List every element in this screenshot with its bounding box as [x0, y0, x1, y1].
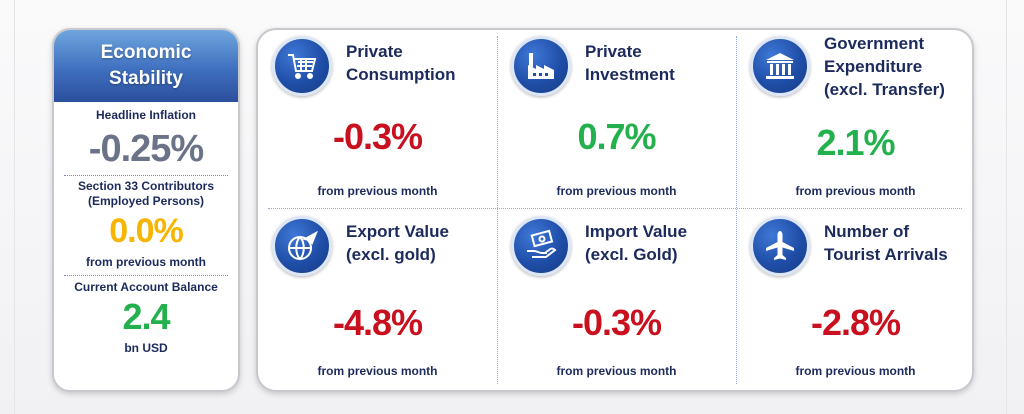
indicator-value: 2.1% — [816, 122, 895, 163]
current-account-unit: bn USD — [124, 341, 168, 355]
indicator-note: from previous month — [317, 364, 438, 378]
indicator-government-expenditure: Government Expenditure (excl. Transfer) … — [736, 30, 975, 210]
current-account-value: 2.4 — [122, 296, 170, 337]
indicator-tourist-arrivals: Number of Tourist Arrivals -2.8% from pr… — [736, 210, 975, 390]
column-divider — [736, 36, 737, 384]
title-line: Government — [824, 34, 925, 53]
indicator-title: Export Value (excl. gold) — [346, 220, 496, 266]
globe-plane-icon — [272, 216, 332, 276]
indicator-note: from previous month — [317, 184, 438, 198]
section33-value: 0.0% — [109, 212, 184, 250]
separator — [64, 275, 228, 276]
indicator-title: Import Value (excl. Gold) — [585, 220, 735, 266]
title-line: Tourist Arrivals — [824, 245, 948, 264]
airplane-icon — [750, 216, 810, 276]
indicator-note: from previous month — [556, 184, 677, 198]
shopping-cart-icon — [272, 36, 332, 96]
money-hand-icon — [511, 216, 571, 276]
indicator-note: from previous month — [556, 364, 677, 378]
indicator-value: -0.3% — [332, 116, 423, 157]
economic-stability-panel: Economic Stability Headline Inflation -0… — [52, 28, 240, 392]
left-edge-line — [14, 0, 15, 414]
title-line: Consumption — [346, 65, 456, 84]
title-line: Expenditure — [824, 57, 923, 76]
row-divider — [268, 208, 962, 209]
indicator-value: -2.8% — [810, 302, 901, 343]
panel-header: Economic Stability — [54, 30, 238, 102]
indicator-title: Private Investment — [585, 40, 735, 86]
title-line: Investment — [585, 65, 675, 84]
indicator-title: Number of Tourist Arrivals — [824, 220, 974, 266]
title-line: (excl. Gold) — [585, 245, 678, 264]
indicator-value: -4.8% — [332, 302, 423, 343]
indicator-value: -0.3% — [571, 302, 662, 343]
indicator-private-consumption: Private Consumption -0.3% from previous … — [258, 30, 497, 210]
indicators-panel: Private Consumption -0.3% from previous … — [256, 28, 974, 392]
title-line: Import Value — [585, 222, 688, 241]
section33-label-line1: Section 33 Contributors — [77, 179, 214, 193]
indicator-note: from previous month — [795, 184, 916, 198]
title-line: (excl. Transfer) — [824, 80, 945, 99]
factory-icon — [511, 36, 571, 96]
title-line: Private — [585, 42, 642, 61]
title-line: Export Value — [346, 222, 449, 241]
right-edge-line — [1006, 0, 1007, 414]
indicator-title: Private Consumption — [346, 40, 496, 86]
indicator-import-value: Import Value (excl. Gold) -0.3% from pre… — [497, 210, 736, 390]
title-line: (excl. gold) — [346, 245, 436, 264]
current-account-label: Current Account Balance — [74, 280, 218, 294]
indicator-value: 0.7% — [577, 116, 656, 157]
separator — [64, 175, 228, 176]
inflation-value: -0.25% — [88, 128, 204, 170]
indicator-private-investment: Private Investment 0.7% from previous mo… — [497, 30, 736, 210]
panel-title-line2: Stability — [109, 68, 183, 89]
indicator-title: Government Expenditure (excl. Transfer) — [824, 32, 974, 101]
section33-note: from previous month — [85, 255, 206, 269]
indicator-export-value: Export Value (excl. gold) -4.8% from pre… — [258, 210, 497, 390]
title-line: Number of — [824, 222, 909, 241]
column-divider — [497, 36, 498, 384]
panel-title-line1: Economic — [100, 42, 192, 63]
title-line: Private — [346, 42, 403, 61]
section33-label-line2: (Employed Persons) — [87, 194, 205, 208]
inflation-label: Headline Inflation — [95, 108, 196, 122]
indicator-note: from previous month — [795, 364, 916, 378]
government-building-icon — [750, 36, 810, 96]
